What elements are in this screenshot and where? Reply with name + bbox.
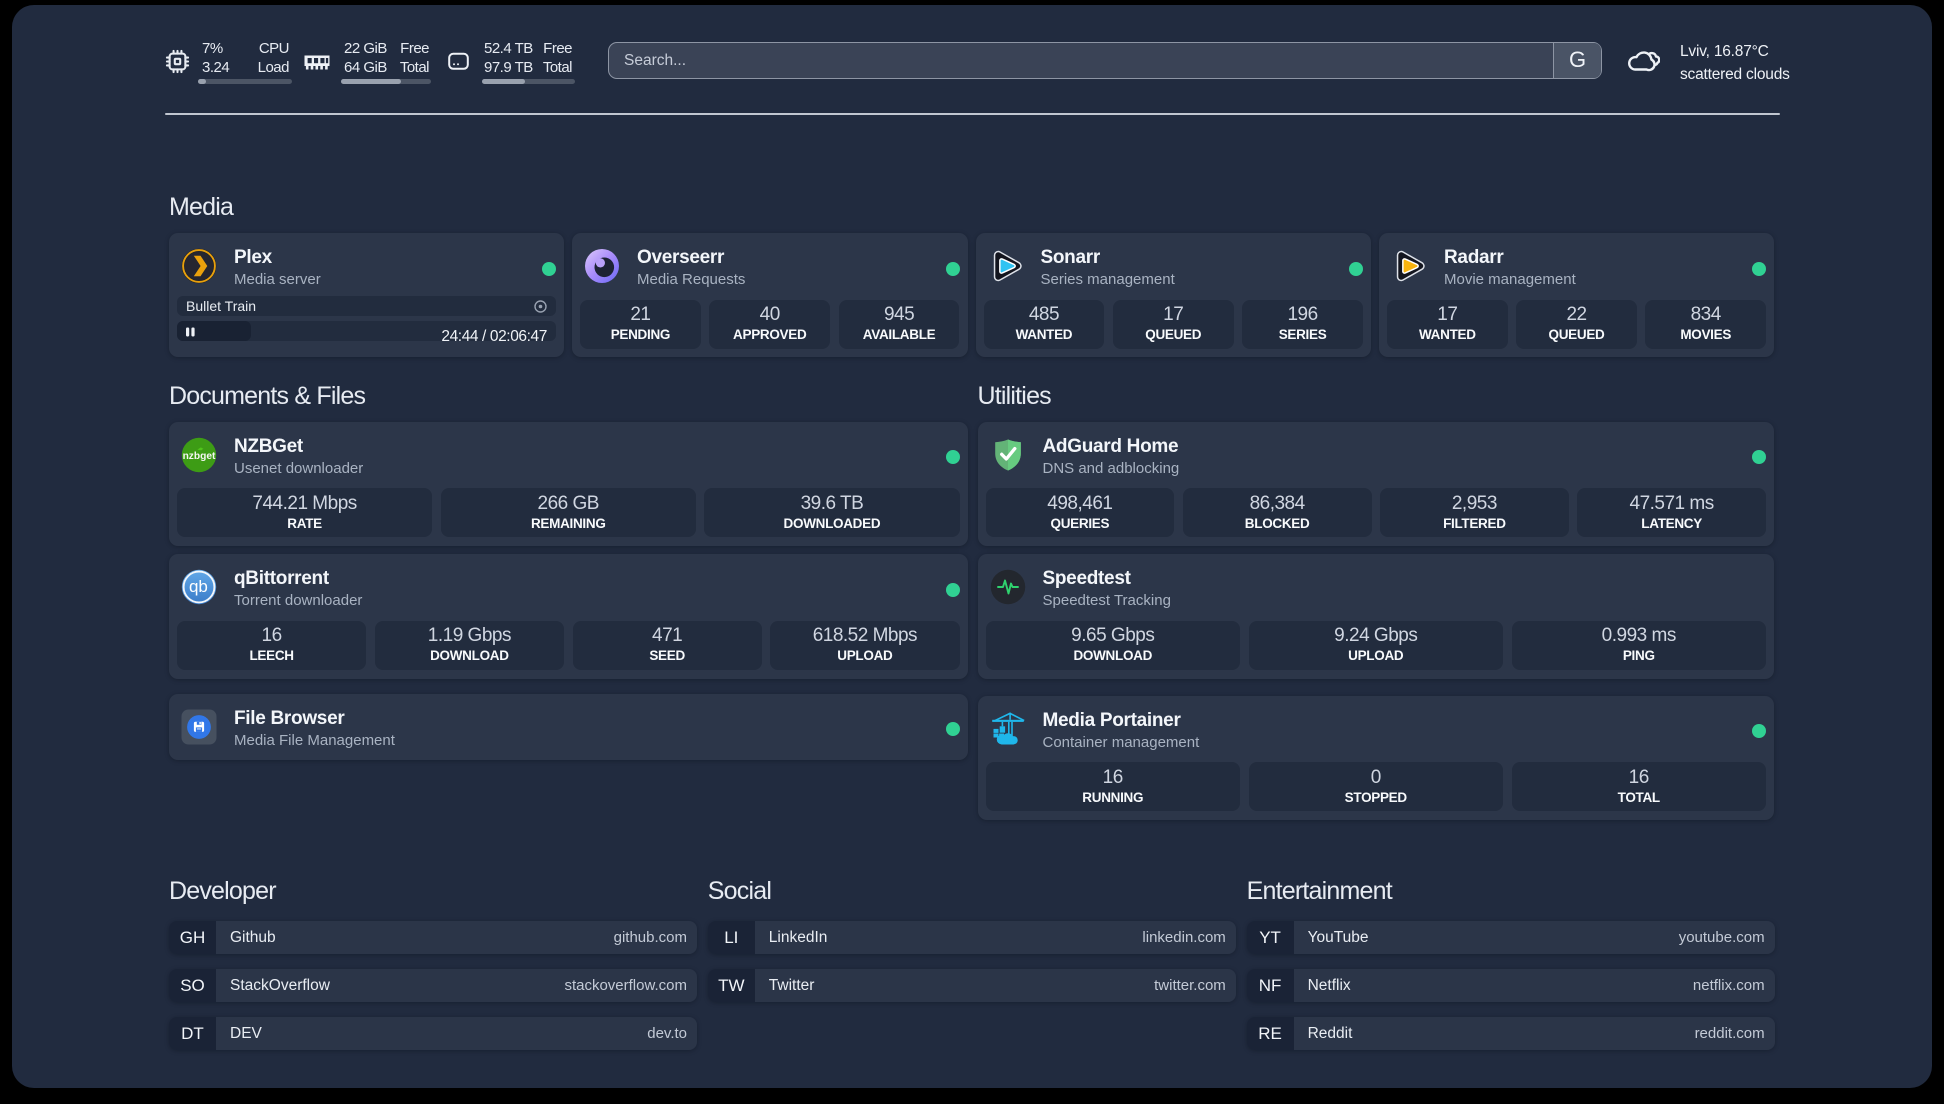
svg-text:qb: qb: [189, 577, 208, 596]
svg-text:nzbget: nzbget: [183, 450, 216, 461]
